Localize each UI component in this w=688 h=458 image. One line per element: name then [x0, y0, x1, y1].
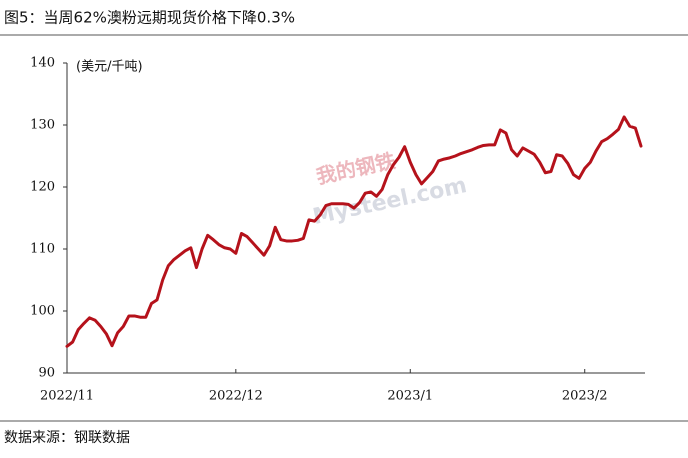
source: 数据来源：钢联数据	[4, 430, 130, 446]
x-tick-label: 2022/12	[209, 389, 263, 404]
y-tick-label: 100	[30, 304, 55, 319]
y-axis-label: (美元/千吨)	[76, 60, 143, 75]
y-tick-label: 90	[38, 366, 55, 381]
y-tick-label: 110	[30, 242, 55, 257]
series-line	[65, 115, 643, 348]
x-tick-label: 2022/11	[40, 389, 94, 404]
y-tick-label: 140	[30, 56, 55, 71]
y-tick-label: 130	[30, 118, 55, 133]
chart-title: 图5：当周62%澳粉远期现货价格下降0.3%	[4, 9, 295, 27]
x-tick-label: 2023/2	[562, 389, 608, 404]
x-tick-label: 2023/1	[387, 389, 433, 404]
y-tick-label: 120	[30, 180, 55, 195]
